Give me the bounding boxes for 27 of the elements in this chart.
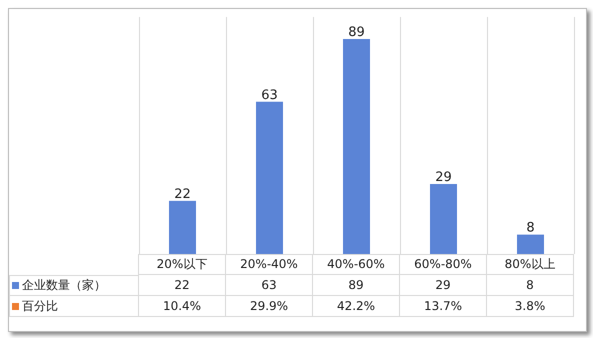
text: 8: [526, 220, 535, 236]
x-tick-label: 80%以上: [487, 254, 574, 275]
text: 89: [348, 25, 365, 40]
text: 10.4%: [162, 299, 202, 313]
text: 22: [174, 186, 191, 202]
data-label: 8: [487, 275, 574, 296]
bar: [517, 234, 544, 254]
text: 3.8%: [514, 299, 546, 313]
legend-label: 企业数量（家）: [21, 278, 106, 292]
data-label: 89: [313, 275, 400, 296]
bar: [343, 39, 370, 254]
text: 63: [261, 88, 278, 103]
bar: [169, 200, 196, 254]
data-label: 29: [400, 275, 487, 296]
x-tick-label: 40%-60%: [313, 254, 400, 275]
data-label: 22: [139, 275, 226, 296]
data-label: 63: [226, 275, 313, 296]
x-tick-label: 60%-80%: [400, 254, 487, 275]
x-tick-label: 20%以下: [139, 254, 226, 275]
bar: [256, 102, 283, 254]
legend-label: 百分比: [21, 299, 58, 313]
bar: [430, 184, 457, 254]
text: 29: [435, 170, 452, 185]
text: 29.9%: [250, 299, 288, 313]
text: 13.7%: [424, 299, 462, 313]
x-tick-label: 20%-40%: [226, 254, 313, 275]
text: 42.2%: [336, 299, 376, 313]
